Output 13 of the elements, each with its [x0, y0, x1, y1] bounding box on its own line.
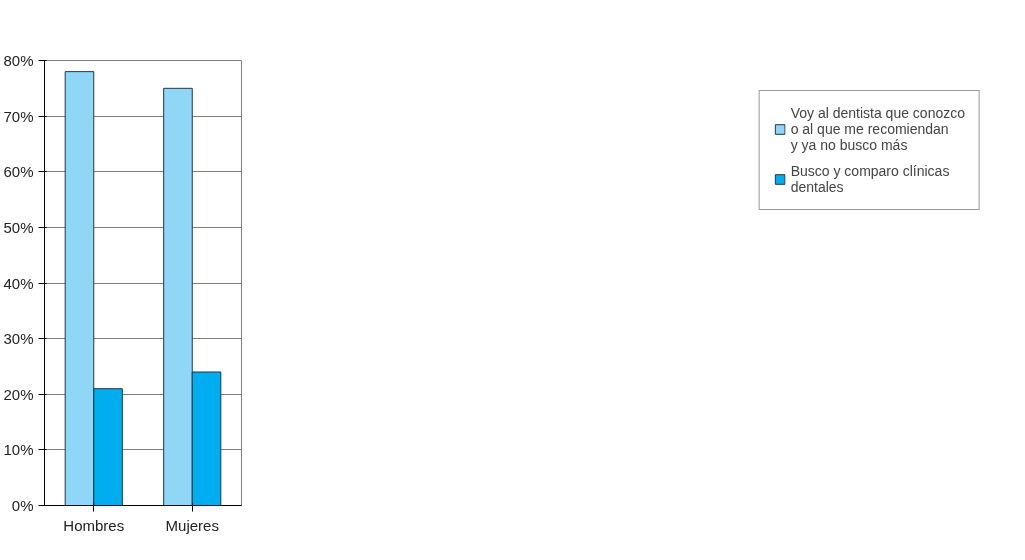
y-tick-label: 0%	[11, 497, 34, 514]
y-tick-label: 60%	[3, 163, 34, 181]
y-tick-label: 40%	[3, 274, 34, 292]
x-tick-label: Hombres	[63, 516, 125, 534]
y-tick-label: 70%	[3, 107, 34, 125]
x-tick-label: Mujeres	[165, 516, 219, 534]
legend-label: Voy al dentista que conozco o al que me recomiendan y ya no busco más	[790, 105, 965, 153]
y-tick-label: 80%	[3, 52, 34, 69]
y-tick-label: 50%	[3, 218, 34, 236]
y-tick-label: 30%	[3, 330, 34, 348]
legend-label: Busco y comparo clínicas dentales	[790, 163, 950, 195]
y-tick-label: 10%	[3, 441, 34, 459]
y-tick-label: 20%	[3, 385, 34, 403]
